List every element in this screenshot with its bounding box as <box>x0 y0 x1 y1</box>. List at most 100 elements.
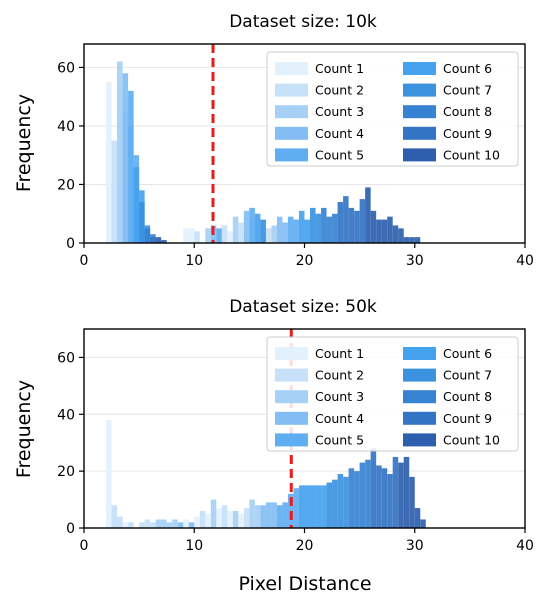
histogram-bar <box>354 471 360 528</box>
histogram-bar <box>150 522 156 528</box>
histogram-bar <box>310 207 316 243</box>
legend-label: Count 8 <box>443 104 492 119</box>
x-tick-label: 40 <box>516 253 534 269</box>
histogram-bar <box>409 476 415 528</box>
histogram-bar <box>188 228 195 243</box>
histogram-bar <box>144 519 151 528</box>
histogram-bar <box>337 202 344 243</box>
x-tick-label: 30 <box>406 538 424 554</box>
histogram-bar <box>117 61 123 243</box>
y-axis-label: Frequency <box>13 94 35 192</box>
histogram-bar <box>420 519 426 528</box>
legend-label: Count 6 <box>443 61 492 76</box>
histogram-bar <box>221 225 228 243</box>
legend-swatch <box>403 368 436 382</box>
histogram-bar <box>315 485 322 528</box>
histogram-bar <box>265 502 272 528</box>
legend-swatch <box>403 347 436 360</box>
histogram-bar <box>238 513 244 528</box>
histogram-bar <box>370 448 377 528</box>
histogram-bar <box>161 240 167 243</box>
y-tick-label: 40 <box>57 407 75 423</box>
legend-swatch <box>275 433 308 447</box>
histogram-bar <box>106 419 112 528</box>
histogram-bar <box>254 213 261 243</box>
histogram-bar <box>310 485 316 528</box>
histogram-bar <box>271 225 277 243</box>
histogram-bar <box>287 493 294 528</box>
histogram-bar <box>133 166 140 243</box>
histogram-bar <box>238 222 244 243</box>
y-tick-label: 20 <box>57 464 75 480</box>
histogram-bar <box>183 519 189 528</box>
histogram-bar <box>172 519 178 528</box>
histogram-bar <box>243 210 250 243</box>
histogram-bar <box>282 502 288 528</box>
histogram-bar <box>304 485 311 528</box>
histogram-bar <box>271 502 277 528</box>
histogram-bar <box>332 213 338 243</box>
histogram-bar <box>122 522 129 528</box>
histogram-bar <box>210 499 217 528</box>
histogram-bar <box>122 73 129 243</box>
histogram-bar <box>265 228 272 243</box>
histogram-bar <box>144 228 151 243</box>
histogram-bar <box>332 479 338 528</box>
histogram-bar <box>398 462 404 528</box>
histogram-bar <box>414 508 421 528</box>
histogram-bar <box>293 488 299 528</box>
legend-label: Count 8 <box>443 389 492 404</box>
histogram-bar <box>392 456 399 528</box>
legend-swatch <box>403 105 436 119</box>
histogram-bar <box>337 473 344 528</box>
histogram-bar <box>216 228 222 243</box>
histogram-bar <box>243 508 250 528</box>
histogram-bar <box>139 202 145 243</box>
histogram-bar <box>414 237 421 243</box>
legend-label: Count 2 <box>315 368 364 383</box>
histogram-bar <box>194 516 200 528</box>
legend-swatch <box>403 433 436 447</box>
histogram-bar <box>293 219 299 243</box>
histogram-bar <box>254 505 261 528</box>
y-tick-label: 40 <box>57 119 75 135</box>
legend-label: Count 7 <box>443 368 492 383</box>
x-tick-label: 0 <box>80 538 89 554</box>
legend <box>266 51 519 167</box>
histogram-bar <box>403 456 410 528</box>
histogram-bar <box>343 476 349 528</box>
legend-label: Count 5 <box>315 432 364 447</box>
histogram-bar <box>177 522 184 528</box>
histogram-bar <box>260 219 266 243</box>
histogram-bar <box>298 485 305 528</box>
chart-title: Dataset size: 10k <box>229 12 377 32</box>
histogram-bar <box>321 207 327 243</box>
legend-swatch <box>275 368 308 382</box>
x-tick-label: 0 <box>80 253 89 269</box>
histogram-bar <box>227 231 233 243</box>
histogram-bar <box>155 519 162 528</box>
histogram-bar <box>276 216 283 243</box>
chart-title: Dataset size: 50k <box>229 297 377 317</box>
legend-swatch <box>403 126 436 140</box>
legend-label: Count 3 <box>315 389 364 404</box>
histogram-bar <box>205 228 211 243</box>
histogram-bar <box>392 225 399 243</box>
histogram-bar <box>128 90 134 243</box>
x-axis-label: Pixel Distance <box>238 573 371 595</box>
histogram-bar <box>249 207 255 243</box>
histogram-bar <box>354 210 360 243</box>
legend-swatch <box>275 148 308 162</box>
legend-swatch <box>275 411 308 425</box>
x-tick-label: 20 <box>296 253 314 269</box>
histogram-bar <box>287 216 294 243</box>
histogram-bar <box>106 82 112 243</box>
x-tick-label: 10 <box>185 538 203 554</box>
histogram-bar <box>398 228 404 243</box>
chart-panel-10k: Dataset size: 10k Frequency 0 10 20 30 40 0 20… <box>13 12 534 269</box>
histogram-bar <box>376 465 382 528</box>
histogram-bar <box>298 210 305 243</box>
legend-swatch <box>403 390 436 404</box>
legend-label: Count 4 <box>315 126 364 141</box>
legend-swatch <box>275 62 308 75</box>
